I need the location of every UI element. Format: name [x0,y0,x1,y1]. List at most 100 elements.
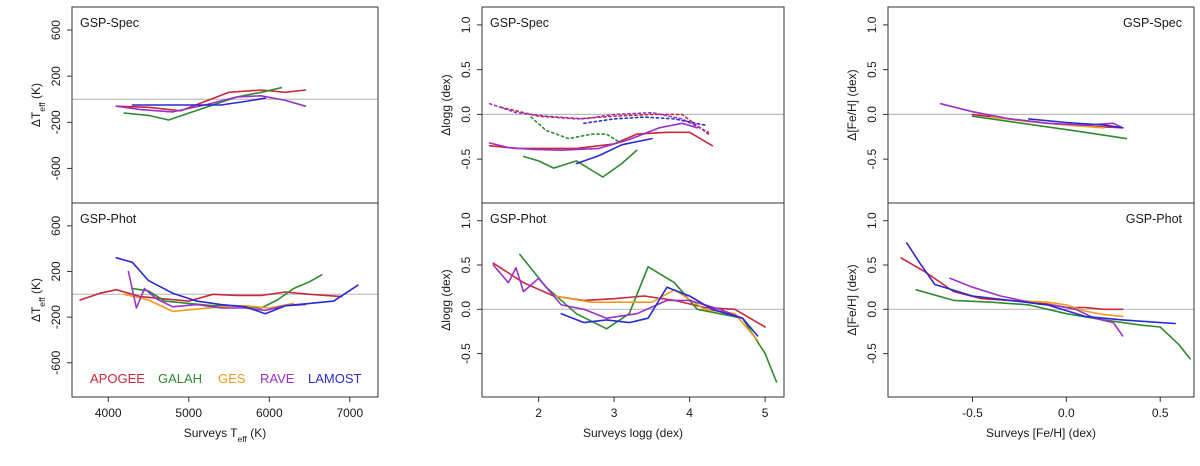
y-tick-label: 0.0 [865,106,879,123]
y-axis-label: Δlogg (dex) [439,74,453,135]
panel-title: GSP-Spec [1123,16,1182,30]
y-axis-label: ΔTeff (K) [29,278,47,322]
series-line-lamost [131,97,267,106]
legend-item-ges: GES [218,371,246,386]
x-axis-label: Surveys [Fe/H] (dex) [986,426,1096,440]
series-line-apogee [115,89,307,112]
y-tick-label: 1.0 [865,16,879,33]
y-tick-label: -200 [49,110,63,134]
y-tick-label: 0.5 [865,61,879,78]
y-tick-label: -200 [49,305,63,329]
series-line-ges [1009,299,1124,318]
x-tick-label: -0.5 [962,406,983,420]
series-line-lamost-dotted [583,116,706,126]
series-line-rave [949,277,1124,337]
series-line-galah [971,115,1128,140]
panel-title: GSP-Phot [1126,212,1183,226]
panel-1-1: 1.0 0.5 0.0 -0.5 2 3 4 5 GSP-Phot Δlogg (dex) Surv… [439,202,785,440]
plot-frame [481,202,785,398]
y-tick-label: 0.5 [459,256,473,273]
y-tick-label: -0.5 [865,343,879,364]
legend: APOGEE GALAH GES RAVE LAMOST [90,371,362,386]
series-group [115,86,307,121]
series-line-galah [915,289,1191,360]
x-axis-label: Surveys Teff (K) [184,426,267,444]
y-tick-label: 600 [49,20,63,40]
panel-title: GSP-Spec [80,16,139,30]
y-tick-label: 0.5 [865,256,879,273]
series-line-galah-dotted [530,116,619,142]
y-tick-label: 0.5 [459,61,473,78]
series-line-galah [519,253,778,383]
y-tick-label: -0.5 [865,148,879,169]
panel-title: GSP-Phot [80,212,137,226]
series-group [939,102,1128,140]
x-tick-label: 2 [535,406,542,420]
y-tick-label: -0.5 [459,148,473,169]
series-line-apogee [488,131,714,150]
y-tick-label: 0.0 [459,301,473,318]
y-axis-label: Δ[Fe/H] (dex) [845,264,859,335]
y-tick-label: -600 [49,350,63,374]
x-tick-label: 0.5 [1152,406,1169,420]
x-tick-label: 7000 [336,406,363,420]
y-tick-label: 1.0 [459,212,473,229]
series-line-apogee-dotted [500,106,710,135]
y-tick-label: 1.0 [865,212,879,229]
x-tick-label: 5000 [175,406,202,420]
series-group [492,253,778,383]
y-tick-label: 600 [49,215,63,235]
legend-item-galah: GALAH [158,371,202,386]
panel-0-2: 1.0 0.5 0.0 -0.5 GSP-Spec Δ[Fe/H] (dex) [845,6,1195,204]
series-line-lamost [575,137,653,165]
series-line-rave-dotted [488,102,710,134]
series-line-rave [115,95,307,113]
series-line-apogee [492,262,766,328]
y-axis-label: Δlogg (dex) [439,269,453,330]
series-group [79,257,359,315]
x-tick-label: 4 [686,406,693,420]
series-line-lamost [560,286,759,337]
y-tick-label: -0.5 [459,343,473,364]
x-axis-label: Surveys logg (dex) [583,426,683,440]
series-group [488,102,714,178]
series-line-lamost [906,242,1176,325]
series-line-galah [123,86,283,121]
x-tick-label: 3 [611,406,618,420]
x-tick-label: 6000 [256,406,283,420]
y-tick-label: 200 [49,66,63,86]
y-tick-label: 1.0 [459,16,473,33]
series-group [900,242,1191,360]
plot-frame [71,202,379,398]
panel-title: GSP-Phot [490,212,547,226]
legend-item-rave: RAVE [260,371,295,386]
series-line-lamost [1028,118,1124,129]
legend-item-lamost: LAMOST [308,371,362,386]
panel-1-0: 600 200 -200 -600 4000 5000 6000 7000 GSP-Phot ΔT… [29,202,379,444]
series-line-apogee [79,288,343,302]
plot-frame [887,202,1195,398]
series-line-rave [127,270,307,312]
x-tick-label: 4000 [95,406,122,420]
panel-title: GSP-Spec [490,16,549,30]
y-tick-label: 200 [49,261,63,281]
panel-0-0: 600 200 -200 -600 GSP-Spec ΔTeff (K) [29,6,379,204]
y-axis-label: Δ[Fe/H] (dex) [845,69,859,140]
panel-0-1: 1.0 0.5 0.0 -0.5 GSP-Spec Δlogg (dex) [439,6,785,204]
series-line-ges [123,293,295,313]
plot-frame [887,6,1195,204]
plot-frame [481,6,785,204]
series-line-galah [522,149,638,178]
y-tick-label: 0.0 [865,301,879,318]
series-line-rave [492,264,744,319]
y-tick-label: 0.0 [459,106,473,123]
series-line-lamost [115,257,359,315]
y-axis-label: ΔTeff (K) [29,83,47,127]
legend-item-apogee: APOGEE [90,371,145,386]
series-line-rave [488,122,698,151]
panel-1-2: 1.0 0.5 0.0 -0.5 -0.5 0.0 0.5 GSP-Phot Δ[Fe/H] (… [845,202,1195,440]
x-tick-label: 5 [762,406,769,420]
y-tick-label: -600 [49,156,63,180]
x-tick-label: 0.0 [1058,406,1075,420]
